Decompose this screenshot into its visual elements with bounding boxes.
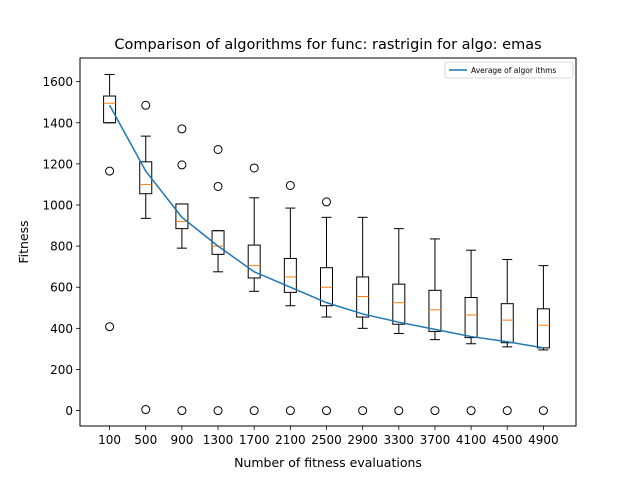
x-axis-label: Number of fitness evaluations	[234, 455, 422, 470]
plot-area: 0 200 400 600 800 1000 1200 1400 1600 100 500 900 13…	[42, 73, 559, 447]
chart-title: Comparison of algorithms for func: rastr…	[114, 37, 541, 53]
legend-label-average: Average of algor ithms	[471, 66, 556, 75]
x-tick-label: 3700	[420, 433, 451, 447]
x-tick-label: 2900	[347, 433, 378, 447]
box	[356, 276, 370, 318]
outlier-point	[430, 406, 440, 416]
outlier-point	[322, 197, 331, 207]
average-line	[108, 104, 544, 349]
outlier-point	[538, 406, 548, 416]
x-tick-label: 3300	[384, 433, 415, 447]
outlier-point	[177, 124, 187, 134]
outlier-point	[213, 144, 223, 154]
y-tick-label: 1400	[42, 116, 73, 130]
box	[283, 257, 297, 293]
y-tick-label: 800	[50, 240, 73, 254]
box	[103, 95, 117, 124]
box	[247, 244, 261, 279]
y-tick-label: 200	[50, 363, 73, 377]
outlier-point	[394, 406, 404, 416]
x-tick-label: 100	[98, 433, 121, 447]
box	[500, 303, 514, 344]
outlier-point	[249, 163, 259, 173]
outlier-point	[249, 406, 259, 416]
legend: Average of algor ithms	[444, 61, 574, 79]
outlier-point	[213, 406, 223, 416]
y-tick-label: 400	[50, 322, 73, 336]
x-tick-label: 1300	[203, 433, 234, 447]
legend-box	[444, 61, 574, 79]
outlier-point	[105, 166, 115, 176]
y-tick-label: 1000	[42, 198, 73, 212]
x-tick-label: 2500	[311, 433, 342, 447]
box	[392, 283, 406, 325]
outlier-point	[213, 181, 223, 191]
y-tick-label: 1600	[42, 75, 73, 89]
box	[428, 289, 442, 332]
y-axis-label: Fitness	[16, 220, 31, 263]
x-tick-label: 900	[170, 433, 193, 447]
y-tick-label: 600	[50, 281, 73, 295]
outlier-point	[141, 405, 151, 415]
outlier-point	[285, 180, 295, 190]
box	[320, 267, 333, 307]
x-tick-label: 1700	[239, 433, 270, 447]
outlier-point	[177, 160, 187, 170]
outlier-point	[358, 406, 368, 416]
y-tick-label: 0	[65, 404, 73, 418]
outlier-point	[105, 322, 115, 332]
x-tick-label: 4900	[528, 433, 559, 447]
plot-frame	[79, 57, 577, 427]
outlier-point	[285, 406, 295, 416]
outlier-point	[502, 406, 512, 416]
outlier-point	[177, 406, 187, 416]
outlier-point	[141, 100, 151, 110]
box	[139, 161, 153, 195]
x-tick-label: 4500	[492, 433, 523, 447]
x-tick-label: 500	[134, 433, 157, 447]
box	[211, 230, 225, 255]
y-tick-label: 1200	[42, 157, 73, 171]
x-tick-label: 2100	[275, 433, 306, 447]
box	[536, 308, 550, 349]
outlier-point	[466, 406, 476, 416]
x-tick-label: 4100	[456, 433, 487, 447]
outlier-point	[322, 406, 331, 416]
box	[464, 297, 478, 339]
box	[175, 203, 189, 230]
